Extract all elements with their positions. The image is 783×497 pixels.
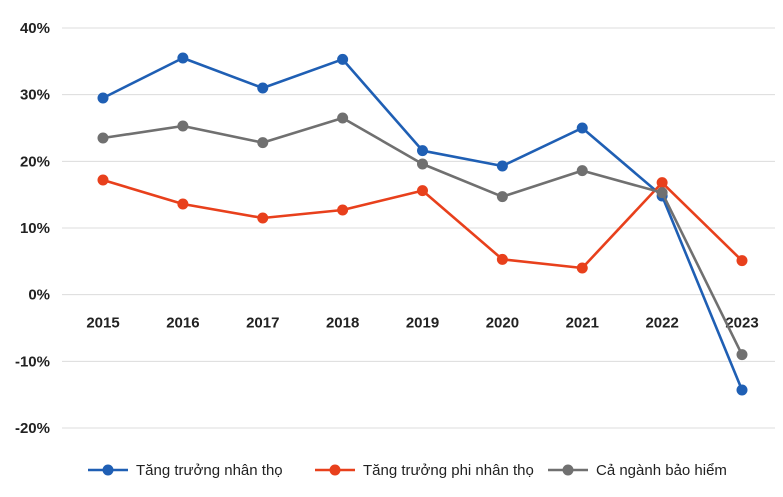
series xyxy=(97,174,748,274)
series-lines xyxy=(97,52,748,396)
data-point xyxy=(97,132,109,144)
data-point xyxy=(576,262,588,274)
legend-item: Tăng trưởng nhân thọ xyxy=(88,462,283,479)
legend-item: Tăng trưởng phi nhân thọ xyxy=(315,462,534,479)
y-tick-label: 0% xyxy=(28,287,50,304)
x-tick-label: 2021 xyxy=(566,315,599,332)
legend-marker xyxy=(329,464,341,476)
data-point xyxy=(656,177,668,189)
legend-label: Tăng trưởng phi nhân thọ xyxy=(363,462,534,479)
data-point xyxy=(97,174,109,186)
y-axis-ticks: -20% -10% 0% 10% 20% 30% 40% xyxy=(15,20,50,437)
data-point xyxy=(97,92,109,104)
data-point xyxy=(496,191,508,203)
legend-label: Cả ngành bảo hiểm xyxy=(596,462,727,479)
data-point xyxy=(656,187,668,199)
y-tick-label: 30% xyxy=(20,87,50,104)
data-point xyxy=(736,255,748,267)
data-point xyxy=(177,120,189,132)
legend-item: Cả ngành bảo hiểm xyxy=(548,462,727,479)
x-tick-label: 2015 xyxy=(86,315,119,332)
data-point xyxy=(736,349,748,361)
data-point xyxy=(177,198,189,210)
data-point xyxy=(257,212,269,224)
legend-marker xyxy=(102,464,114,476)
data-point xyxy=(257,137,269,149)
x-tick-label: 2017 xyxy=(246,315,279,332)
gridlines xyxy=(62,27,775,429)
data-point xyxy=(337,53,349,65)
data-point xyxy=(417,145,428,157)
y-tick-label: 40% xyxy=(20,20,50,37)
x-tick-label: 2020 xyxy=(486,315,519,332)
legend-label: Tăng trưởng nhân thọ xyxy=(136,462,283,479)
series xyxy=(97,52,748,396)
data-point xyxy=(417,185,428,197)
data-point xyxy=(417,158,428,170)
x-tick-label: 2016 xyxy=(166,315,199,332)
data-point xyxy=(337,204,349,216)
data-point xyxy=(576,122,588,134)
legend: Tăng trưởng nhân thọ Tăng trưởng phi nhân… xyxy=(88,462,727,479)
x-tick-label: 2018 xyxy=(326,315,359,332)
y-tick-label: -20% xyxy=(15,420,50,437)
x-tick-label: 2019 xyxy=(406,315,439,332)
x-axis-ticks: 2015 2016 2017 2018 2019 2020 2021 2022 2023 xyxy=(86,315,758,332)
data-point xyxy=(337,112,349,124)
data-point xyxy=(496,160,508,172)
x-tick-label: 2022 xyxy=(645,315,678,332)
legend-marker xyxy=(562,464,574,476)
y-tick-label: 20% xyxy=(20,153,50,170)
data-point xyxy=(496,253,508,265)
x-tick-label: 2023 xyxy=(725,315,758,332)
data-point xyxy=(257,82,269,94)
data-point xyxy=(177,52,189,64)
y-tick-label: 10% xyxy=(20,220,50,237)
y-tick-label: -10% xyxy=(15,353,50,370)
series-line xyxy=(102,56,744,391)
data-point xyxy=(576,165,588,177)
data-point xyxy=(736,384,748,396)
series xyxy=(97,112,748,361)
